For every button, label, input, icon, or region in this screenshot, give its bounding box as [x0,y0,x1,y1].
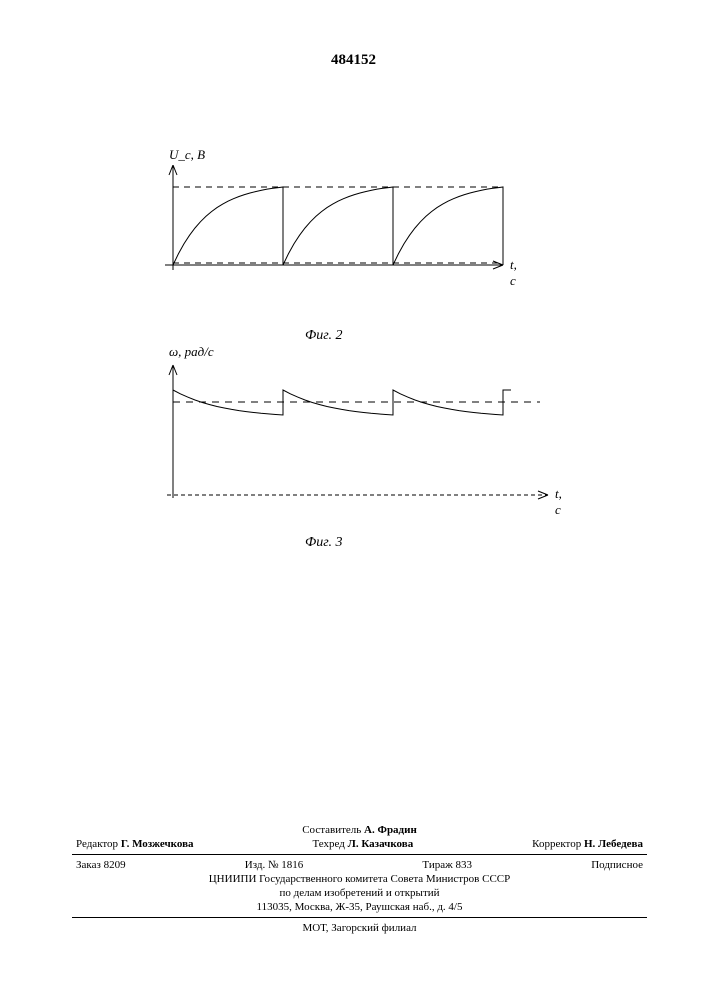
compiler-row: Составитель А. Фрадин [72,823,647,837]
editor-label: Редактор [76,838,118,850]
editor-cell: Редактор Г. Мозжечкова [76,838,194,850]
figure-2: U_c, В t, с [155,165,505,290]
chart2-ylabel-text: ω, рад/с [169,344,214,359]
izd-label: Изд. № [245,859,279,871]
chart2-ylabel: ω, рад/с [169,344,214,360]
chart1-svg [155,165,505,285]
chart2-xlabel-text: t, с [555,486,562,517]
order-cell: Заказ 8209 [76,859,126,871]
footer-block: Составитель А. Фрадин Редактор Г. Мозжеч… [72,823,647,935]
corrector-cell: Корректор Н. Лебедева [532,838,643,850]
chart1-xlabel-text: t, с [510,257,517,288]
chart1-ylabel-text: U_c, В [169,147,205,162]
address-line: 113035, Москва, Ж-35, Раушская наб., д. … [72,900,647,914]
chart2-svg [155,360,550,505]
caption-fig3: Фиг. 3 [305,535,343,551]
footer-rule-2 [72,917,647,918]
order-value: 8209 [104,859,126,871]
footer-rule-1 [72,854,647,855]
chart1-xlabel: t, с [510,257,517,289]
tirazh-label: Тираж [422,859,452,871]
page-number: 484152 [0,52,707,69]
order-label: Заказ [76,859,101,871]
credits-row: Редактор Г. Мозжечкова Техред Л. Казачко… [72,837,647,851]
tirazh-value: 833 [455,859,472,871]
figure-3: ω, рад/с t, с [155,360,550,510]
corrector-label: Корректор [532,838,581,850]
org-line-1: ЦНИИПИ Государственного комитета Совета … [72,872,647,886]
corrector-name: Н. Лебедева [584,838,643,850]
chart1-ylabel: U_c, В [169,147,205,163]
techred-cell: Техред Л. Казачкова [313,838,414,850]
tirazh-cell: Тираж 833 [422,859,472,871]
techred-label: Техред [313,838,345,850]
org-line-2: по делам изобретений и открытий [72,886,647,900]
izd-cell: Изд. № 1816 [245,859,303,871]
printer-line: МОТ, Загорский филиал [72,921,647,935]
compiler-label: Составитель [302,824,361,836]
caption-fig2: Фиг. 2 [305,328,343,344]
print-row: Заказ 8209 Изд. № 1816 Тираж 833 Подписн… [72,858,647,872]
editor-name: Г. Мозжечкова [121,838,194,850]
podpisnoe: Подписное [591,859,643,871]
chart2-xlabel: t, с [555,486,562,518]
izd-value: 1816 [281,859,303,871]
techred-name: Л. Казачкова [348,838,414,850]
compiler-name: А. Фрадин [364,824,417,836]
